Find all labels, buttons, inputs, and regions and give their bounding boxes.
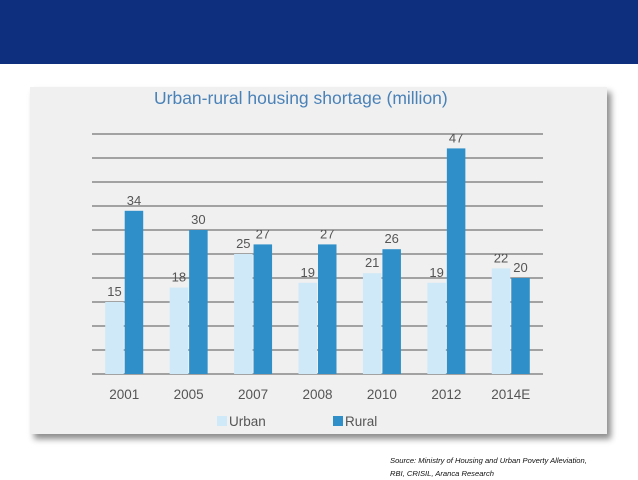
bar-rural [382,249,401,374]
chart-title: Urban-rural housing shortage (million) [154,88,448,108]
bar-rural [318,244,337,374]
data-label-urban: 15 [107,284,121,299]
data-label-rural: 47 [449,130,463,145]
bar-rural [446,148,466,374]
bar-rural [253,244,273,374]
bar-rural [124,210,144,374]
x-tick-label: 2005 [174,387,204,402]
bar-urban [427,282,446,374]
legend-swatch-rural [333,416,343,426]
x-tick-label: 2014E [491,387,530,402]
data-label-urban: 19 [429,265,443,280]
bar-urban [298,282,317,374]
top-banner [0,0,638,64]
data-label-rural: 20 [513,260,527,275]
legend-label-rural: Rural [345,414,377,429]
data-label-urban: 21 [365,255,379,270]
data-label-urban: 19 [301,265,315,280]
x-tick-label: 2007 [238,387,268,402]
legend-label-urban: Urban [229,414,266,429]
data-label-rural: 27 [256,226,270,241]
bar-rural [511,278,530,374]
x-tick-label: 2012 [431,387,461,402]
x-tick-label: 2010 [367,387,397,402]
bar-rural [189,230,208,374]
x-tick-label: 2001 [109,387,139,402]
data-label-urban: 25 [236,236,250,251]
data-label-rural: 34 [127,193,141,208]
data-label-urban: 22 [494,250,508,265]
data-label-urban: 18 [172,270,186,285]
data-label-rural: 27 [320,226,334,241]
bar-urban [105,302,124,374]
bar-urban [234,254,253,374]
bar-urban [362,273,382,374]
source-note: Source: Ministry of Housing and Urban Po… [390,456,587,478]
data-label-rural: 26 [384,231,398,246]
data-label-rural: 30 [191,212,205,227]
bar-urban [491,268,511,374]
legend-swatch-urban [217,416,227,426]
x-tick-label: 2008 [302,387,332,402]
bar-urban [169,287,189,374]
